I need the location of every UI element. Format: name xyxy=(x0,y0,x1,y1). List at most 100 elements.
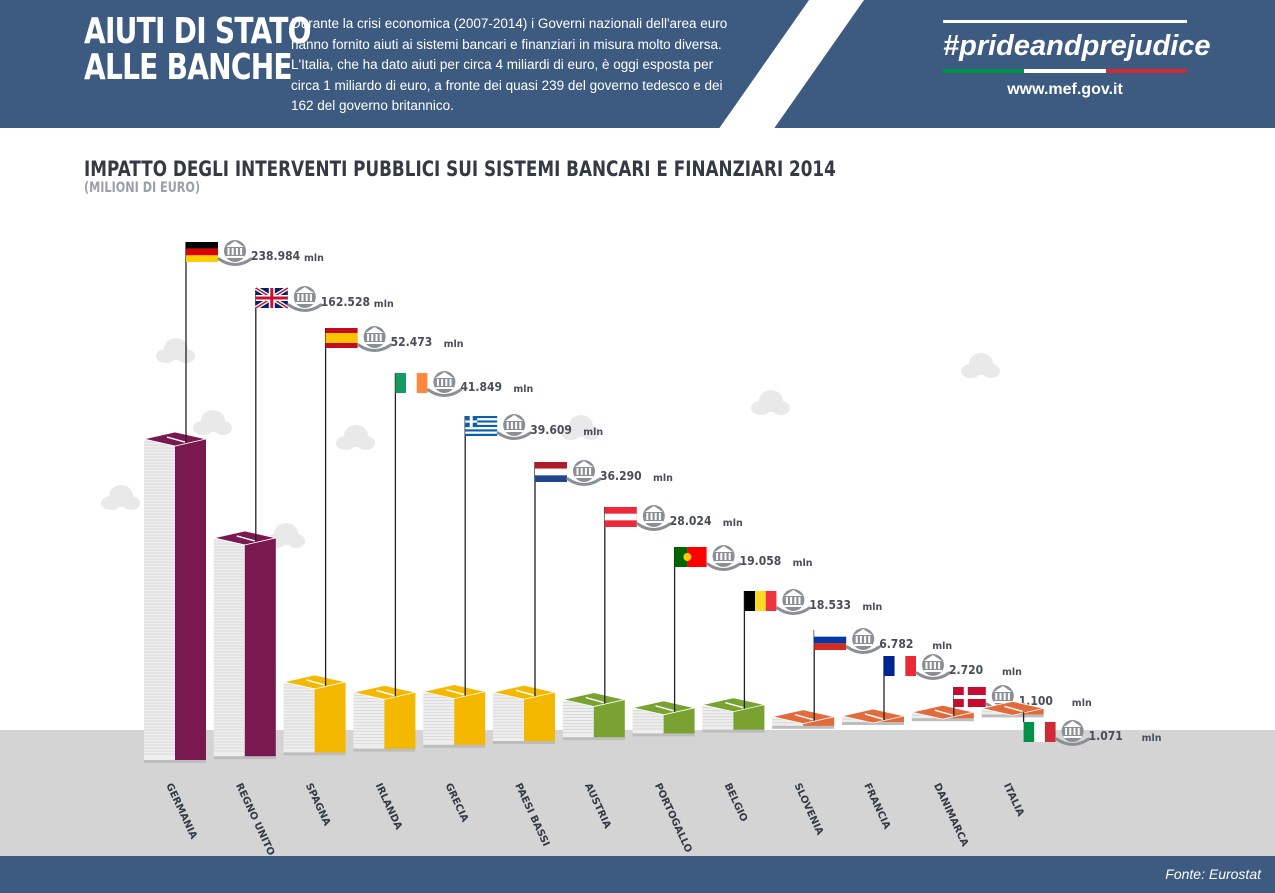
unit-label: mln xyxy=(723,518,743,529)
bar-band xyxy=(864,713,884,720)
page-title: AIUTI DI STATO ALLE BANCHE xyxy=(84,11,312,88)
flag-icon-pt xyxy=(674,547,707,567)
bar-shadow xyxy=(423,742,486,748)
italian-flag-stripe xyxy=(943,69,1187,73)
flag-icon-de xyxy=(186,242,218,262)
unit-label: mln xyxy=(653,473,673,484)
value-label: 39.609 xyxy=(530,423,572,437)
cloud-icon xyxy=(336,425,375,450)
unit-label: mln xyxy=(1142,733,1162,744)
bar-shadow xyxy=(353,746,416,752)
cloud-icon xyxy=(961,353,1000,378)
cloud-icon xyxy=(561,415,600,440)
unit-label: mln xyxy=(932,641,952,652)
bar-band xyxy=(655,705,674,712)
ground-band xyxy=(0,730,1275,856)
value-label: 18.533 xyxy=(809,598,851,612)
bar-mark xyxy=(803,716,835,726)
bar-band xyxy=(725,701,744,709)
unit-label: mln xyxy=(444,339,464,350)
unit-label: mln xyxy=(583,427,603,438)
bar-mark xyxy=(314,681,346,753)
hashtag: #prideandprejudice xyxy=(943,30,1211,62)
bank-icon xyxy=(1055,720,1091,746)
chart-title: IMPATTO DEGLI INTERVENTI PUBBLICI SUI SI… xyxy=(84,157,836,181)
website-link[interactable]: www.mef.gov.it xyxy=(1007,81,1123,98)
value-label: 162.528 xyxy=(321,295,370,309)
flag-icon-ru xyxy=(814,630,847,650)
flag-icon-ie xyxy=(395,373,428,393)
bar-shadow xyxy=(702,727,765,733)
brand-rule xyxy=(943,20,1187,23)
title-line-2: ALLE BANCHE xyxy=(84,47,293,88)
bar-band xyxy=(445,688,465,696)
bar-band xyxy=(515,689,535,696)
value-label: 2.720 xyxy=(949,663,983,677)
bar-mark xyxy=(454,691,486,745)
intro-text: Durante la crisi economica (2007-2014) i… xyxy=(291,16,728,113)
bar-shadow xyxy=(213,754,276,760)
unit-label: mln xyxy=(513,384,533,395)
bank-icon xyxy=(845,628,881,654)
bar-mark xyxy=(175,439,206,760)
bar-band xyxy=(1004,705,1023,713)
unit-label: mln xyxy=(1002,667,1022,678)
flag-icon-gb xyxy=(254,286,289,310)
bank-icon xyxy=(217,240,253,266)
bar-shadow xyxy=(283,750,346,756)
bar-mark xyxy=(244,537,276,757)
flag-icon-at xyxy=(604,507,637,527)
bar-band xyxy=(934,709,954,716)
bar-shadow xyxy=(772,723,835,729)
bank-icon xyxy=(706,545,742,571)
bank-icon xyxy=(566,460,602,486)
bar-band xyxy=(306,679,325,686)
cloud-icon xyxy=(751,390,790,415)
flag-icon-nl xyxy=(535,462,567,482)
bar-mark-left xyxy=(772,716,804,726)
flag-icon-es xyxy=(325,328,358,348)
bank-icon xyxy=(775,589,811,615)
bar-shadow xyxy=(632,731,695,737)
flag-icon-gr xyxy=(465,416,498,436)
title-line-1: AIUTI DI STATO xyxy=(84,11,312,52)
flag-icon-it xyxy=(1023,722,1056,742)
bar-band xyxy=(585,696,605,704)
chart-subtitle: (MILIONI DI EURO) xyxy=(84,180,201,196)
bar-band xyxy=(794,713,814,721)
bank-icon xyxy=(915,654,951,680)
source-note: Fonte: Eurostat xyxy=(1165,866,1261,882)
value-label: 36.290 xyxy=(600,469,642,483)
header-banner: AIUTI DI STATO ALLE BANCHE Durante la cr… xyxy=(0,0,1275,128)
bank-icon xyxy=(357,326,393,352)
value-label: 1.071 xyxy=(1089,729,1123,743)
footer-bar: Fonte: Eurostat xyxy=(0,856,1275,893)
unit-label: mln xyxy=(374,299,394,310)
unit-label: mln xyxy=(304,253,324,264)
bank-icon xyxy=(496,414,532,440)
bank-icon xyxy=(287,286,323,312)
bar-mark xyxy=(384,692,416,749)
flag-icon-fr xyxy=(884,656,916,676)
unit-label: mln xyxy=(862,602,882,613)
flag-icon-dk xyxy=(953,687,986,707)
bank-icon xyxy=(636,505,672,531)
cloud-icon xyxy=(156,338,195,363)
bar-band xyxy=(376,689,395,697)
unit-label: mln xyxy=(793,558,813,569)
value-label: 6.782 xyxy=(879,637,913,651)
value-label: 238.984 xyxy=(251,249,301,263)
bar-band xyxy=(166,436,186,443)
bar-mark-left xyxy=(144,439,175,760)
bank-icon xyxy=(426,371,462,397)
brand-block: #prideandprejudice www.mef.gov.it xyxy=(943,20,1211,99)
bar-shadow xyxy=(493,739,555,744)
value-label: 52.473 xyxy=(391,335,433,349)
unit-label: mln xyxy=(1072,698,1092,709)
value-label: 28.024 xyxy=(670,514,712,528)
